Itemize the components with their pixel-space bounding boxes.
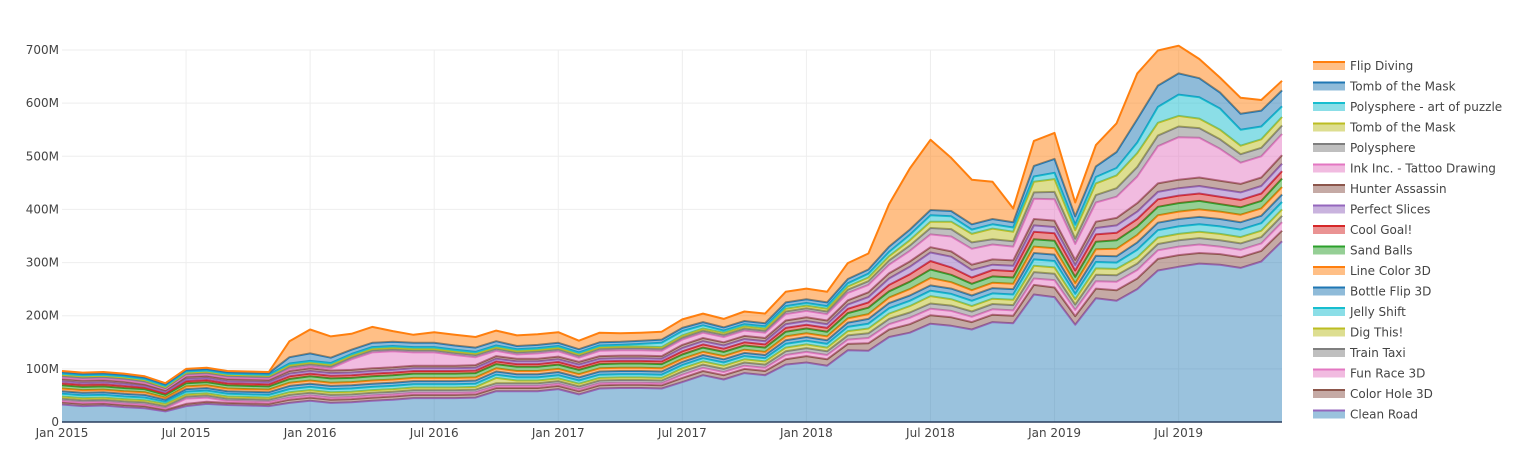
legend-label: Tomb of the Mask xyxy=(1349,80,1456,94)
legend-swatch xyxy=(1313,82,1345,91)
legend-item[interactable]: Polysphere xyxy=(1313,141,1416,155)
area-series-line-9 xyxy=(61,170,1283,395)
area-series-0[interactable] xyxy=(62,241,1282,422)
legend-label: Bottle Flip 3D xyxy=(1350,285,1431,299)
y-tick-label: 500M xyxy=(26,149,59,163)
legend-swatch xyxy=(1313,226,1345,234)
legend-item[interactable]: Ink Inc. - Tattoo Drawing xyxy=(1313,162,1496,176)
legend-item[interactable]: Dig This! xyxy=(1313,326,1403,340)
legend-item[interactable]: Fun Race 3D xyxy=(1313,367,1425,381)
x-tick-label: Jul 2019 xyxy=(1153,426,1203,440)
legend-label: Jelly Shift xyxy=(1349,305,1406,319)
legend-label: Perfect Slices xyxy=(1350,203,1430,217)
legend-label: Sand Balls xyxy=(1350,244,1413,258)
legend-item[interactable]: Polysphere - art of puzzle xyxy=(1313,100,1502,114)
x-tick-label: Jul 2018 xyxy=(905,426,955,440)
legend-swatch xyxy=(1313,390,1345,398)
legend-item[interactable]: Tomb of the Mask xyxy=(1313,80,1456,94)
area-series-line-12 xyxy=(61,133,1283,391)
legend-swatch xyxy=(1313,205,1345,214)
x-tick-label: Jan 2015 xyxy=(35,426,89,440)
legend-label: Polysphere - art of puzzle xyxy=(1350,100,1502,114)
y-tick-label: 300M xyxy=(26,256,59,270)
x-tick-label: Jan 2019 xyxy=(1027,426,1081,440)
legend-item[interactable]: Train Taxi xyxy=(1313,346,1406,360)
legend-label: Color Hole 3D xyxy=(1350,387,1433,401)
y-tick-label: 600M xyxy=(26,96,59,110)
legend-swatch xyxy=(1313,410,1345,419)
x-tick-label: Jan 2016 xyxy=(283,426,337,440)
area-series-line-1 xyxy=(61,229,1283,411)
legend-swatch xyxy=(1313,185,1345,193)
legend-label: Cool Goal! xyxy=(1350,223,1412,237)
legend-swatch xyxy=(1313,287,1345,296)
legend-item[interactable]: Hunter Assassin xyxy=(1313,182,1447,196)
area-series-12[interactable] xyxy=(62,134,1282,391)
legend-swatch xyxy=(1313,308,1345,316)
legend-label: Line Color 3D xyxy=(1350,264,1431,278)
legend-label: Clean Road xyxy=(1350,408,1418,422)
legend-swatch xyxy=(1313,369,1345,378)
area-series-16[interactable] xyxy=(62,73,1282,386)
x-tick-label: Jul 2017 xyxy=(657,426,707,440)
y-tick-label: 0 xyxy=(51,415,59,429)
y-tick-label: 100M xyxy=(26,362,59,376)
legend-swatch xyxy=(1313,144,1345,152)
legend-swatch xyxy=(1313,103,1345,111)
legend-label: Tomb of the Mask xyxy=(1349,121,1456,135)
legend-label: Flip Diving xyxy=(1350,59,1413,73)
legend-swatch xyxy=(1313,164,1345,173)
legend-swatch xyxy=(1313,267,1345,275)
legend-item[interactable]: Line Color 3D xyxy=(1313,264,1431,278)
legend-label: Fun Race 3D xyxy=(1350,367,1425,381)
legend: Flip Diving Tomb of the Mask Polysphere - … xyxy=(1313,59,1502,422)
x-tick-label: Jan 2017 xyxy=(531,426,585,440)
y-tick-label: 700M xyxy=(26,43,59,57)
legend-label: Train Taxi xyxy=(1349,346,1406,360)
x-tick-label: Jul 2015 xyxy=(161,426,211,440)
y-tick-label: 200M xyxy=(26,309,59,323)
legend-swatch xyxy=(1313,246,1345,255)
legend-item[interactable]: Bottle Flip 3D xyxy=(1313,285,1431,299)
legend-label: Ink Inc. - Tattoo Drawing xyxy=(1350,162,1496,176)
legend-swatch xyxy=(1313,328,1345,337)
area-series-line-17 xyxy=(61,44,1283,385)
x-tick-label: Jul 2016 xyxy=(409,426,459,440)
legend-label: Polysphere xyxy=(1350,141,1416,155)
legend-item[interactable]: Flip Diving xyxy=(1313,59,1413,73)
legend-item[interactable]: Sand Balls xyxy=(1313,244,1413,258)
legend-item[interactable]: Tomb of the Mask xyxy=(1313,121,1456,135)
legend-item[interactable]: Perfect Slices xyxy=(1313,203,1430,217)
legend-item[interactable]: Clean Road xyxy=(1313,408,1418,422)
area-series-17[interactable] xyxy=(62,45,1282,385)
legend-item[interactable]: Color Hole 3D xyxy=(1313,387,1433,401)
x-tick-label: Jan 2018 xyxy=(779,426,833,440)
legend-swatch xyxy=(1313,62,1345,70)
legend-label: Hunter Assassin xyxy=(1350,182,1447,196)
area-series-group xyxy=(61,44,1283,422)
legend-item[interactable]: Jelly Shift xyxy=(1313,305,1406,319)
legend-swatch xyxy=(1313,349,1345,357)
y-tick-label: 400M xyxy=(26,202,59,216)
legend-label: Dig This! xyxy=(1350,326,1403,340)
legend-item[interactable]: Cool Goal! xyxy=(1313,223,1412,237)
axes: 0 100M 200M 300M 400M 500M 600M 700M Jan 2015 Jul… xyxy=(26,43,1282,440)
legend-swatch xyxy=(1313,123,1345,132)
